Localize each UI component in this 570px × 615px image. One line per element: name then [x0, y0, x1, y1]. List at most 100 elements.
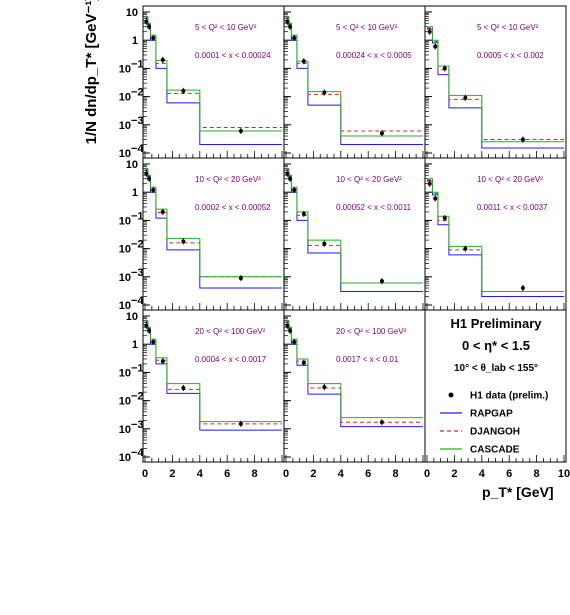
data-point: [520, 137, 525, 142]
y-tick-label: 10: [119, 396, 131, 408]
x-tick-label: 2: [310, 468, 316, 480]
data-point: [181, 239, 186, 244]
data-point: [181, 88, 186, 93]
data-point: [160, 209, 165, 214]
data-point: [292, 339, 297, 344]
y-tick-exponent: −4: [131, 143, 144, 155]
data-point: [301, 360, 306, 365]
x-axis-label: p_T* [GeV]: [482, 484, 554, 500]
series-line-rapgap: [427, 180, 564, 298]
data-point: [144, 19, 149, 24]
y-tick-label: 1: [132, 339, 138, 351]
legend-label: CASCADE: [470, 445, 520, 456]
eta-range-label: 0 < η* < 1.5: [462, 338, 530, 353]
panel-x-label: 0.00024 < x < 0.0005: [336, 51, 412, 60]
y-tick-exponent: −1: [131, 58, 144, 70]
y-tick-label: 10: [119, 215, 131, 227]
x-tick-label: 10: [558, 468, 570, 480]
series-line-djangoh: [286, 320, 423, 423]
y-tick-label: 10: [119, 92, 131, 104]
data-point: [288, 328, 293, 333]
panel-6: 10 < Q² < 20 GeV² 0.0011 < x < 0.0037: [424, 157, 567, 311]
data-point: [322, 241, 327, 246]
panel-q2-label: 20 < Q² < 100 GeV²: [336, 327, 407, 336]
y-tick-exponent: −3: [131, 419, 144, 431]
data-point: [160, 359, 165, 364]
data-point: [301, 59, 306, 64]
x-tick-label: 4: [338, 468, 345, 480]
y-tick-label: 10: [119, 244, 131, 256]
panel-8: 20 < Q² < 100 GeV² 0.0017 < x < 0.01: [283, 309, 426, 463]
y-axis-label: 1/N dn/dp_T* [GeV⁻¹]: [83, 0, 100, 144]
data-point: [288, 176, 293, 181]
legend-label: DJANGOH: [470, 427, 520, 438]
y-tick-label: 10: [119, 300, 131, 312]
data-point: [147, 176, 152, 181]
panel-1: 5 < Q² < 10 GeV² 0.0001 < x < 0.00024: [142, 5, 285, 159]
panel-5: 10 < Q² < 20 GeV² 0.00052 < x < 0.0011: [283, 157, 426, 311]
series-line-cascade: [286, 167, 423, 284]
data-point: [147, 24, 152, 29]
panel-4: 10 < Q² < 20 GeV² 0.0002 < x < 0.00052: [142, 157, 285, 311]
panel-7: 20 < Q² < 100 GeV² 0.0004 < x < 0.0017: [142, 309, 285, 463]
y-tick-exponent: −1: [131, 210, 144, 222]
y-tick-label: 10: [119, 120, 131, 132]
x-tick-label: 8: [252, 468, 258, 480]
x-tick-label: 6: [224, 468, 230, 480]
data-point: [288, 24, 293, 29]
legend-label: RAPGAP: [470, 409, 513, 420]
data-point: [144, 171, 149, 176]
data-point: [379, 279, 384, 284]
data-point: [433, 196, 438, 201]
info-panel-frame: [424, 309, 567, 463]
data-point: [442, 216, 447, 221]
series-line-djangoh: [427, 179, 564, 293]
x-tick-label: 8: [393, 468, 399, 480]
data-point: [463, 246, 468, 251]
panel-x-label: 0.0004 < x < 0.0017: [195, 355, 267, 364]
x-tick-label: 6: [506, 468, 512, 480]
legend-marker-data: [448, 392, 454, 398]
x-tick-label: 0: [142, 468, 148, 480]
y-tick-label: 10: [119, 367, 131, 379]
series-line-cascade: [286, 15, 423, 137]
y-tick-exponent: −2: [131, 87, 144, 99]
y-tick-label: 10: [119, 424, 131, 436]
data-point: [238, 421, 243, 426]
y-tick-label: 10: [119, 63, 131, 75]
x-tick-label: 8: [534, 468, 540, 480]
series-line-cascade: [145, 15, 282, 132]
data-point: [181, 385, 186, 390]
data-point: [147, 328, 152, 333]
panel-x-label: 0.0017 < x < 0.01: [336, 355, 399, 364]
panel-q2-label: 10 < Q² < 20 GeV²: [336, 175, 402, 184]
y-tick-exponent: −4: [131, 447, 144, 459]
data-point: [427, 181, 432, 186]
x-tick-label: 4: [479, 468, 486, 480]
data-point: [151, 339, 156, 344]
y-tick-label: 10: [119, 148, 131, 160]
panel-2: 5 < Q² < 10 GeV² 0.00024 < x < 0.0005: [283, 5, 426, 159]
series-line-djangoh: [427, 27, 564, 141]
x-tick-label: 4: [197, 468, 204, 480]
legend-label: H1 data (prelim.): [470, 391, 548, 402]
data-point: [151, 35, 156, 40]
x-tick-label: 0: [283, 468, 289, 480]
y-tick-exponent: −2: [131, 391, 144, 403]
series-line-djangoh: [145, 16, 282, 129]
series-line-cascade: [145, 167, 282, 278]
panel-q2-label: 5 < Q² < 10 GeV²: [477, 23, 539, 32]
data-point: [238, 129, 243, 134]
data-point: [520, 286, 525, 291]
data-point: [292, 35, 297, 40]
series-line-rapgap: [286, 169, 423, 293]
data-point: [301, 211, 306, 216]
data-point: [151, 187, 156, 192]
y-axis-title: 1/N dn/dp_T* [GeV⁻¹]: [83, 0, 100, 144]
data-point: [322, 90, 327, 95]
y-tick-label: 10: [126, 7, 138, 19]
